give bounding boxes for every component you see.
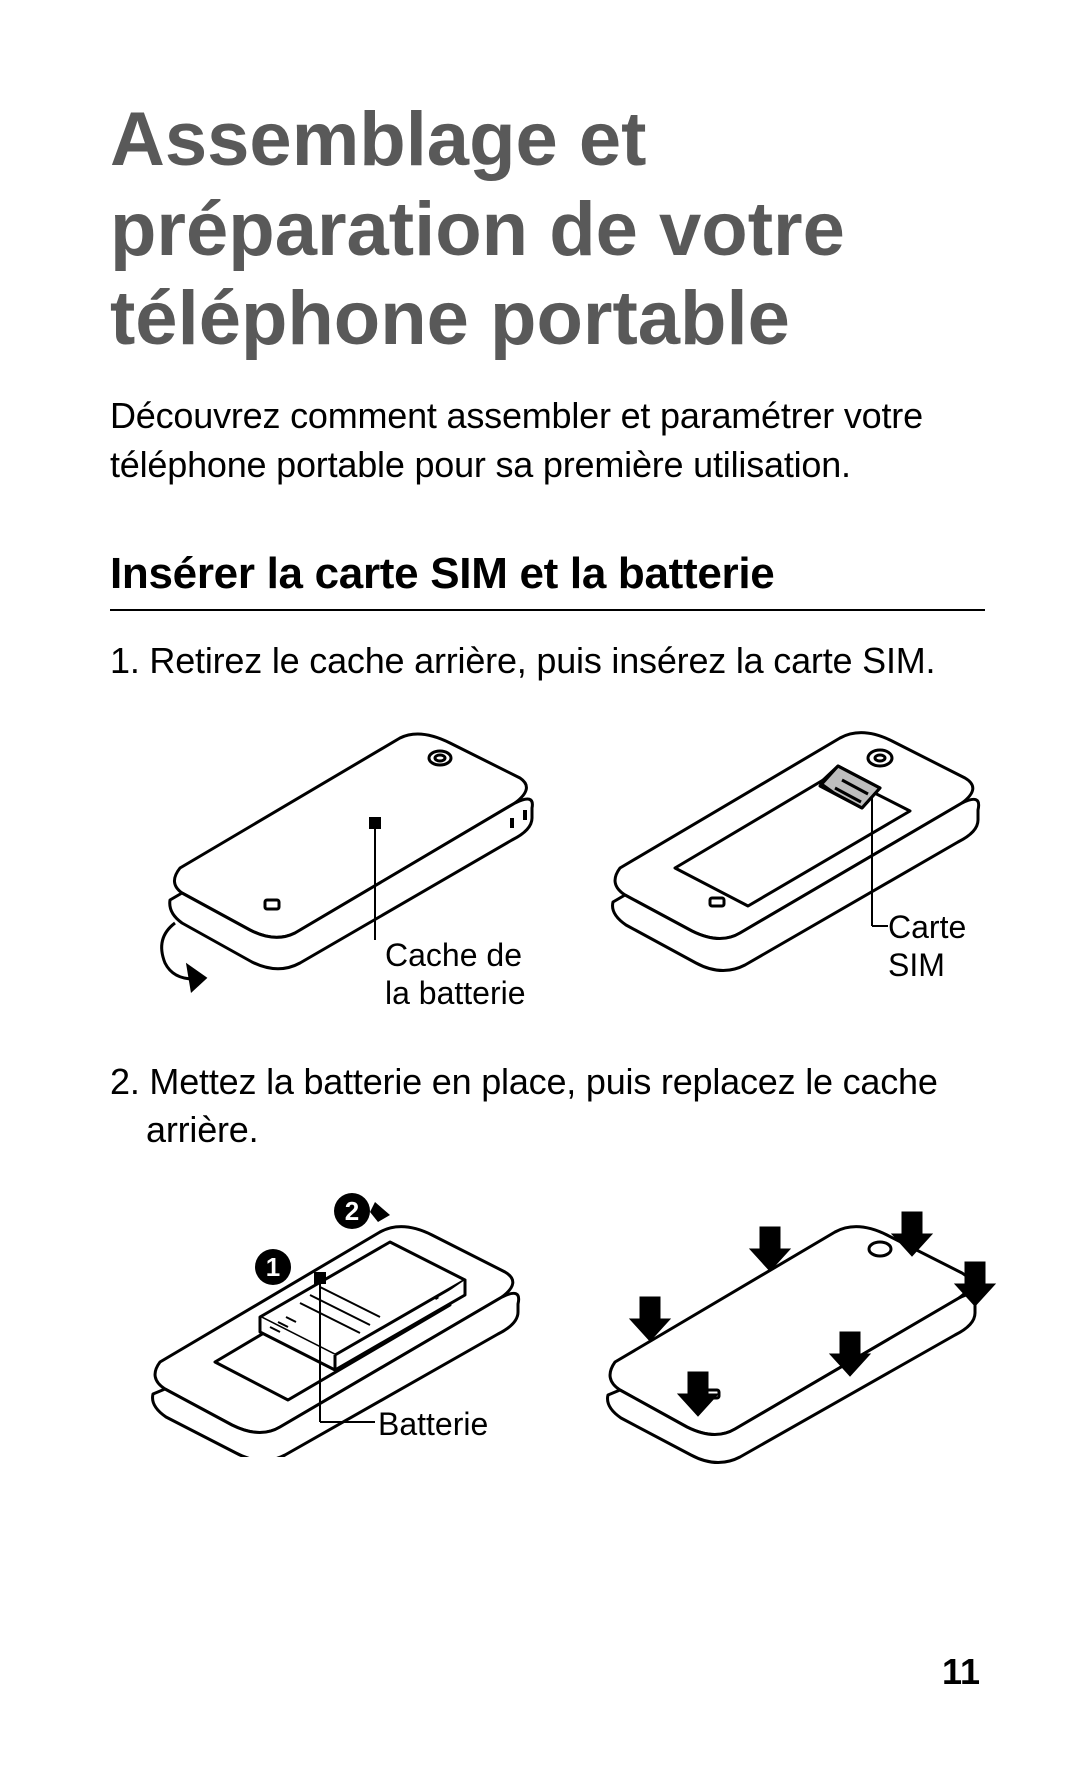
manual-page: Assemblage et préparation de votre télép… (0, 0, 1080, 1771)
sim-caption: Carte SIM (888, 908, 1000, 985)
step-1-text: 1. Retirez le cache arrière, puis insére… (110, 637, 985, 686)
figure-sim: Carte SIM (580, 708, 1000, 1008)
step-2-text: 2. Mettez la batterie en place, puis rep… (110, 1058, 985, 1155)
battery-caption: Batterie (378, 1405, 488, 1443)
intro-paragraph: Découvrez comment assembler et paramétre… (110, 392, 985, 489)
phone-snap-cover-illustration (570, 1177, 1000, 1467)
svg-text:2: 2 (345, 1196, 359, 1226)
page-number: 11 (942, 1651, 980, 1693)
back-cover-caption: Cache de la batterie (385, 936, 550, 1013)
figure-snap-cover (570, 1177, 1000, 1467)
svg-text:1: 1 (266, 1252, 280, 1282)
figure-battery: 1 2 Batterie (120, 1177, 540, 1477)
figure-row-1: Cache de la batterie (120, 708, 985, 1008)
page-title: Assemblage et préparation de votre télép… (110, 95, 985, 364)
section-heading: Insérer la carte SIM et la batterie (110, 549, 985, 611)
figure-back-cover: Cache de la batterie (120, 708, 550, 1008)
figure-row-2: 1 2 Batterie (120, 1177, 985, 1477)
